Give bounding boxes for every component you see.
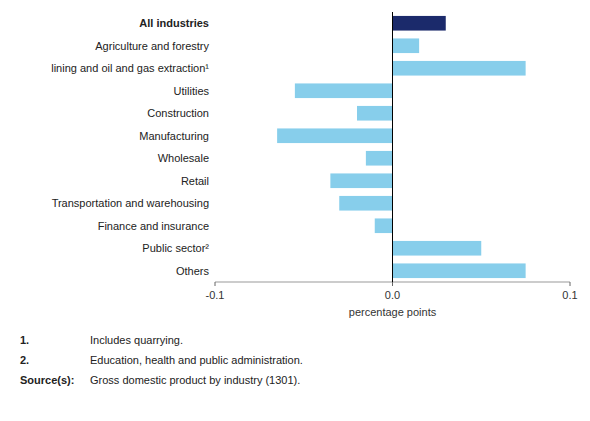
x-tick [215,282,216,286]
x-tick [392,282,393,286]
bar [393,263,526,278]
footnote-label: 1. [20,334,29,346]
category-label: Construction [147,107,209,119]
category-label: Retail [181,175,209,187]
category-label: lining and oil and gas extraction¹ [51,62,209,74]
category-label: Manufacturing [139,130,209,142]
bars [277,16,526,278]
bar [375,218,393,233]
x-tick-label: 0.1 [562,289,577,301]
x-tick-label: -0.1 [206,289,225,301]
category-label: Wholesale [158,152,209,164]
footnote-label: 2. [20,354,29,366]
footnote-text: Gross domestic product by industry (1301… [90,374,300,386]
chart: Others Public sector² Finance and insuranc… [0,0,590,421]
footnote-text: Includes quarrying. [90,334,183,346]
footnote-label: Source(s): [20,374,74,386]
category-label: Agriculture and forestry [95,40,209,52]
bar [357,106,393,121]
category-label: Others [176,265,210,277]
x-tick [570,282,571,286]
category-label: All industries [139,17,209,29]
bar [339,196,392,211]
bar [393,61,526,76]
category-label: Finance and insurance [98,220,209,232]
category-label: Utilities [174,85,210,97]
category-label: Public sector² [142,242,209,254]
bar [295,83,393,98]
zero-line [392,12,393,282]
plot-area [215,12,570,282]
category-label: Transportation and warehousing [52,197,209,209]
x-axis-label: percentage points [349,306,437,318]
footnote-text: Education, health and public administrat… [90,354,303,366]
bar [366,151,393,166]
x-tick-label: 0.0 [385,289,400,301]
bar [393,38,420,53]
bar [393,241,482,256]
bar [277,128,392,143]
bar [330,173,392,188]
bar [393,16,446,31]
